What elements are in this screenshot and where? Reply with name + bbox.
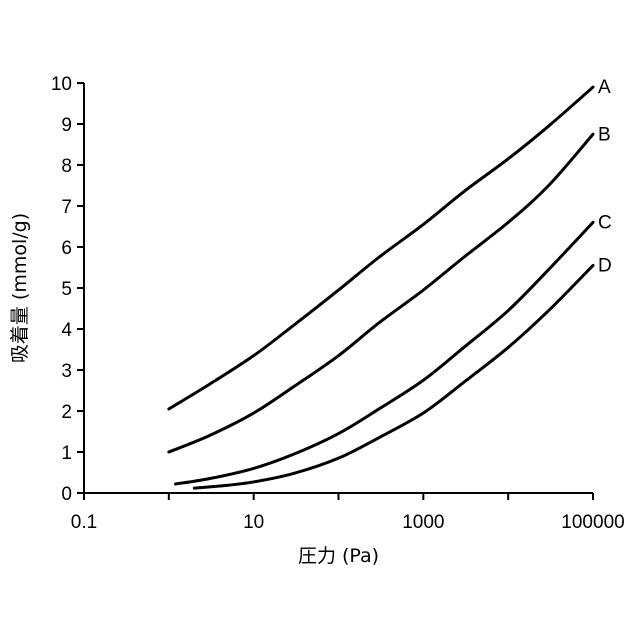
- series-line-d: [194, 265, 593, 488]
- series-line-b: [169, 134, 593, 452]
- x-axis-title: 圧力 (Pa): [298, 545, 379, 567]
- series-line-a: [169, 87, 593, 409]
- series-line-c: [176, 222, 593, 484]
- y-tick-label: 7: [61, 197, 72, 218]
- series-label-a: A: [598, 77, 611, 98]
- y-tick-label: 5: [61, 279, 72, 300]
- x-tick-label: 0.1: [71, 512, 97, 533]
- series-label-d: D: [598, 255, 612, 276]
- y-tick-label: 9: [61, 115, 72, 136]
- y-tick-label: 2: [61, 402, 72, 423]
- y-tick-label: 6: [61, 238, 72, 259]
- series-label-c: C: [598, 212, 612, 233]
- y-ticks: 0 1 2 3 4 5 6 7 8 9 10: [51, 74, 84, 505]
- x-tick-label: 1000: [402, 512, 444, 533]
- y-tick-label: 10: [51, 74, 72, 95]
- y-tick-label: 4: [61, 320, 72, 341]
- x-tick-label: 10: [243, 512, 264, 533]
- x-tick-label: 100000: [561, 512, 624, 533]
- series-lines: A B C D: [169, 77, 612, 488]
- y-tick-label: 0: [61, 484, 72, 505]
- y-tick-label: 1: [61, 443, 72, 464]
- y-tick-label: 3: [61, 361, 72, 382]
- axes: [84, 83, 593, 493]
- y-axis-title: 吸着量 (mmol/g): [9, 213, 31, 363]
- x-ticks: 0.1 10 1000 100000: [71, 493, 625, 533]
- series-label-b: B: [598, 124, 611, 145]
- y-tick-label: 8: [61, 156, 72, 177]
